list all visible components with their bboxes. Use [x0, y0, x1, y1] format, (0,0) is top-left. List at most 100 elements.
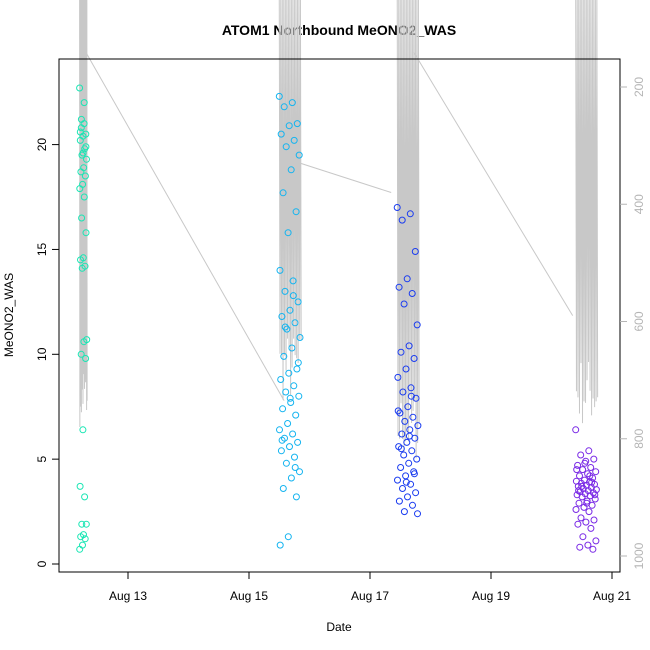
data-point: [295, 151, 303, 159]
y-tick-label: 10: [35, 347, 49, 361]
data-point: [575, 487, 583, 495]
data-point: [280, 352, 288, 360]
data-point: [280, 103, 288, 111]
data-point: [408, 290, 416, 297]
data-point: [409, 501, 416, 509]
data-point: [294, 438, 302, 446]
data-point: [284, 533, 292, 541]
data-point: [289, 277, 297, 285]
data-point: [76, 185, 84, 193]
data-point: [82, 355, 90, 362]
data-point: [408, 447, 416, 455]
data-point: [279, 405, 287, 413]
data-point: [394, 373, 402, 381]
y2-tick-label: 400: [632, 194, 646, 214]
data-point: [296, 468, 303, 476]
x-tick-label: Aug 21: [593, 589, 631, 603]
data-point: [78, 520, 86, 528]
data-point: [397, 445, 405, 453]
data-point: [82, 143, 90, 151]
data-point: [281, 287, 289, 295]
y2-tick-label: 800: [632, 428, 646, 448]
data-point: [292, 411, 300, 419]
data-point: [411, 248, 419, 255]
data-point: [407, 392, 415, 400]
data-point: [283, 325, 291, 333]
data-point: [292, 493, 300, 501]
data-point: [81, 493, 89, 501]
data-point: [275, 92, 283, 100]
data-point: [290, 136, 298, 144]
x-axis: Aug 13 Aug 15 Aug 17 Aug 19 Aug 21: [109, 572, 631, 603]
data-point: [404, 493, 411, 501]
data-point: [394, 407, 402, 415]
data-point: [79, 426, 87, 434]
data-point: [410, 355, 418, 362]
data-point: [591, 495, 599, 503]
data-point: [407, 480, 415, 488]
data-point: [574, 461, 582, 469]
data-point: [402, 478, 410, 486]
data-point: [76, 128, 84, 136]
data-point: [590, 455, 598, 463]
data-point: [414, 510, 421, 518]
data-point: [396, 409, 404, 417]
data-point: [291, 319, 299, 327]
data-point: [77, 168, 85, 176]
x-axis-label: Date: [326, 620, 352, 634]
y2-axis: 200 400 600 800 1000: [620, 77, 646, 569]
transit-line: [300, 162, 392, 194]
y-tick-label: 5: [35, 455, 49, 462]
data-point: [81, 535, 89, 543]
data-point: [400, 300, 408, 308]
data-point: [279, 485, 287, 492]
x-tick-label: Aug 19: [472, 589, 510, 603]
data-point: [591, 491, 599, 499]
data-point: [402, 472, 410, 480]
data-point: [576, 472, 583, 480]
data-point: [576, 543, 584, 551]
y2-tick-label: 200: [632, 77, 646, 97]
data-point: [398, 216, 406, 224]
data-point: [276, 426, 283, 434]
data-point: [287, 474, 295, 482]
data-point: [401, 417, 409, 425]
x-tick-label: Aug 13: [109, 589, 147, 603]
data-point: [284, 229, 292, 237]
data-point: [590, 516, 598, 524]
data-point: [77, 115, 85, 123]
data-point: [286, 394, 294, 402]
data-point: [412, 489, 420, 497]
data-point: [285, 122, 293, 130]
data-point: [399, 485, 406, 492]
data-point: [278, 436, 286, 444]
data-point: [574, 520, 582, 528]
data-point: [409, 413, 417, 421]
data-point: [582, 518, 590, 526]
data-point: [77, 256, 84, 264]
data-point: [291, 453, 298, 461]
altitude-profile-line: [278, 0, 302, 400]
data-point: [400, 508, 408, 516]
data-point: [276, 266, 284, 274]
altitude-profile-line: [575, 0, 599, 424]
data-point: [592, 468, 600, 476]
data-point: [577, 451, 585, 459]
plot-frame: [58, 58, 621, 573]
y2-tick-label: 1000: [632, 542, 646, 569]
data-point: [586, 472, 594, 480]
data-point: [589, 545, 597, 553]
data-point: [82, 229, 90, 237]
data-point: [410, 470, 418, 478]
data-point: [403, 275, 411, 283]
data-point: [293, 365, 301, 373]
data-point: [291, 464, 299, 471]
data-point: [406, 210, 414, 218]
data-point: [573, 466, 581, 474]
altitude-profile-line: [396, 0, 420, 459]
data-point: [293, 120, 301, 128]
data-point: [393, 204, 401, 211]
data-point: [406, 426, 414, 434]
data-point: [399, 388, 407, 396]
